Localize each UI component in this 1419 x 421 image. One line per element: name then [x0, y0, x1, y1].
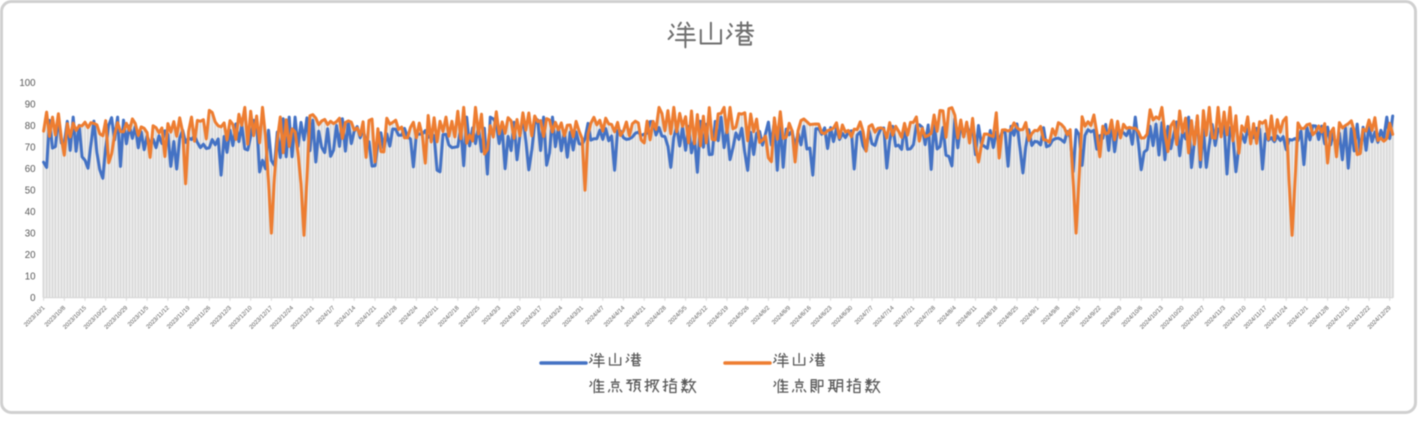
svg-text:80: 80	[25, 121, 36, 132]
svg-text:50: 50	[25, 186, 36, 197]
svg-text:100: 100	[19, 78, 36, 89]
svg-text:20: 20	[25, 250, 36, 261]
svg-text:60: 60	[25, 164, 36, 175]
svg-text:30: 30	[25, 229, 36, 240]
svg-text:0: 0	[30, 293, 36, 304]
svg-text:90: 90	[25, 100, 36, 111]
svg-text:70: 70	[25, 143, 36, 154]
svg-text:40: 40	[25, 207, 36, 218]
svg-text:10: 10	[25, 272, 36, 283]
